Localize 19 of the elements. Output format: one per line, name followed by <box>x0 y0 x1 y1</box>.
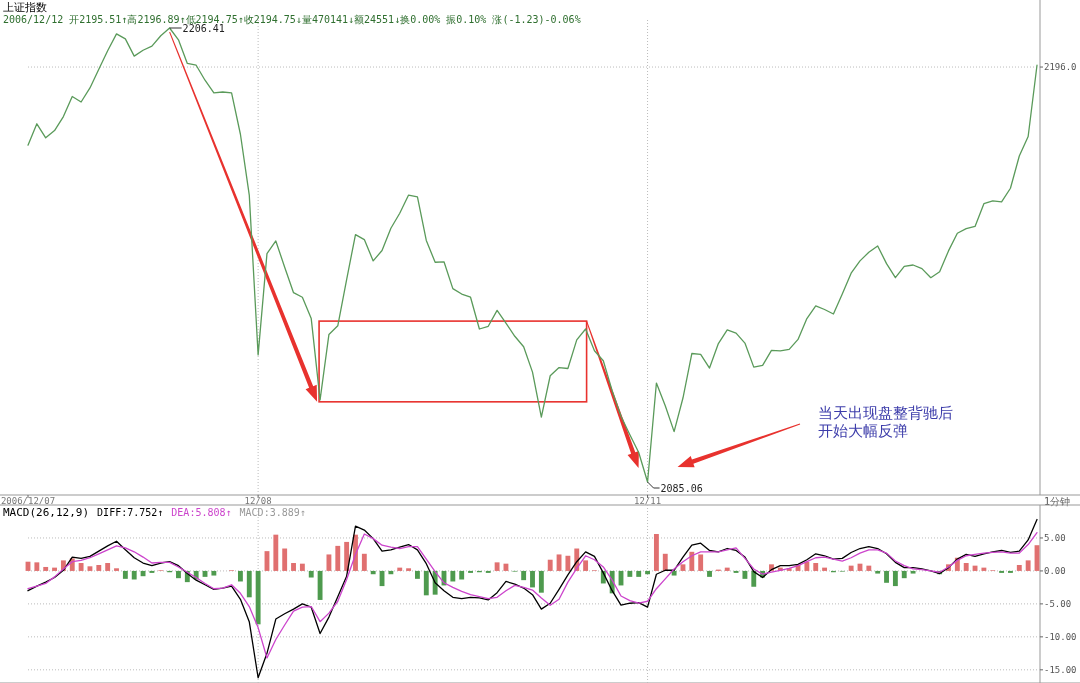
text: DEA:5.808↑ <box>171 507 232 518</box>
y-tick-label: 5.00 <box>1044 532 1066 543</box>
x-tick-label: 12/11 <box>634 496 662 506</box>
y-tick-label: 0.00 <box>1044 565 1066 576</box>
text: MACD:3.889↑ <box>239 507 306 518</box>
text: 1分钟 <box>1044 496 1071 507</box>
text: 2196.0 <box>1044 62 1077 73</box>
chart-title: 上证指数 <box>3 1 47 14</box>
annotation: 当天出现盘整背驰后开始大幅反弹 <box>818 404 953 440</box>
text: DIFF:7.752↑ <box>97 507 164 518</box>
x-tick-label: 12/08 <box>244 496 272 506</box>
y-tick-label: -5.00 <box>1044 598 1072 609</box>
chart-subtitle: 2006/12/12 开2195.51↑高2196.89↑低2194.75↑收2194.75↓量470141↓额24551↓换0.00% 振0.10% 涨(-1.23)-0.06% <box>3 14 581 25</box>
y-tick-label: -10.00 <box>1044 631 1077 642</box>
annotation: 2085.06 <box>660 483 703 494</box>
x-tick-label: 2006/12/07 <box>0 496 56 506</box>
chart-title: MACD(26,12,9) <box>3 506 90 519</box>
y-tick-label: -15.00 <box>1044 664 1077 675</box>
annotation: 2206.41 <box>182 23 225 34</box>
